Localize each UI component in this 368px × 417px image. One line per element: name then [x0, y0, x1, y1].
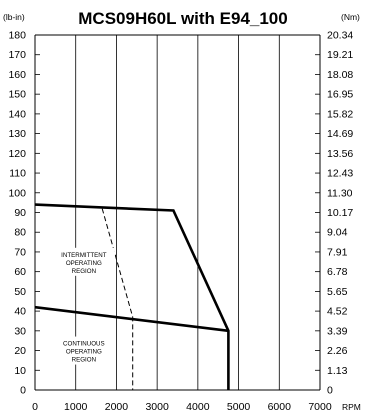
y-tick-label-right: 4.52	[327, 306, 348, 318]
x-tick-label: 2000	[105, 401, 129, 412]
x-tick-label: 3000	[145, 401, 169, 412]
y-tick-label-left: 20	[14, 345, 26, 357]
y-tick-label-left: 50	[14, 286, 26, 298]
annotation-background	[52, 336, 115, 365]
x-tick-label: 5000	[227, 401, 251, 412]
y-tick-label-left: 0	[20, 385, 26, 397]
y-tick-label-right: 2.26	[327, 345, 348, 357]
x-tick-label: 1000	[64, 401, 88, 412]
y-tick-label-right: 7.91	[327, 246, 348, 258]
torque-curve-line-1	[34, 203, 230, 390]
y-tick-label-left: 160	[8, 69, 26, 81]
grid-lines	[75, 35, 280, 390]
y-tick-label-left: 30	[14, 325, 26, 337]
annotation-background	[52, 247, 115, 276]
intermittent-region-label: INTERMITTENT	[61, 252, 107, 259]
y-tick-label-left: 100	[8, 187, 26, 199]
y-tick-label-left: 130	[8, 128, 26, 140]
chart-title: MCS09H60L with E94_100	[78, 9, 287, 28]
y-tick-label-left: 110	[9, 168, 26, 180]
x-tick-label: 6000	[268, 401, 292, 412]
torque-curve-line-2	[34, 305, 229, 333]
y-tick-label-left: 40	[14, 306, 26, 318]
dashed-boundary-line	[101, 208, 134, 390]
y-tick-label-right: 6.78	[327, 266, 348, 278]
y-tick-label-right: 14.69	[327, 128, 353, 140]
y-tick-label-right: 18.08	[327, 69, 353, 81]
y-tick-label-right: 15.82	[327, 108, 353, 120]
y-tick-label-right: 16.95	[327, 89, 353, 101]
y-tick-label-right: 5.65	[327, 286, 348, 298]
x-unit-label: RPM	[342, 402, 361, 412]
axes	[34, 34, 321, 391]
y-tick-label-left: 140	[8, 108, 26, 120]
y-tick-label-left: 60	[14, 266, 26, 278]
right-unit-label: (Nm)	[341, 12, 360, 22]
x-tick-label: 0	[32, 401, 38, 412]
continuous-region-label: REGION	[72, 357, 96, 364]
y-tick-label-left: 150	[8, 89, 26, 101]
annotations: INTERMITTENTOPERATINGREGIONCONTINUOUSOPE…	[52, 247, 115, 365]
y-tick-label-right: 3.39	[327, 325, 348, 337]
y-tick-label-right: 19.21	[327, 49, 353, 61]
y-tick-label-left: 10	[14, 365, 26, 377]
continuous-region-label: OPERATING	[66, 349, 102, 356]
series-lines	[34, 203, 230, 390]
continuous-region-label: CONTINUOUS	[63, 341, 105, 348]
y-tick-label-right: 13.56	[327, 148, 353, 160]
y-tick-label-right: 10.17	[327, 207, 353, 219]
y-tick-label-left: 90	[14, 207, 26, 219]
y-tick-label-right: 0	[327, 385, 333, 397]
intermittent-region-label: REGION	[72, 268, 96, 275]
y-tick-label-left: 180	[8, 30, 26, 42]
y-tick-label-left: 120	[8, 148, 26, 160]
y-tick-label-left: 170	[8, 49, 26, 61]
y-tick-label-left: 80	[14, 227, 26, 239]
y-tick-label-right: 1.13	[327, 365, 348, 377]
left-unit-label: (lb-in)	[3, 12, 25, 22]
y-tick-label-left: 70	[14, 246, 26, 258]
y-tick-label-right: 9.04	[327, 227, 348, 239]
x-tick-label: 7000	[308, 401, 332, 412]
y-tick-label-right: 12.43	[327, 168, 353, 180]
y-tick-label-right: 11.30	[327, 187, 353, 199]
intermittent-region-label: OPERATING	[66, 260, 102, 267]
x-tick-label: 4000	[186, 401, 210, 412]
y-tick-label-right: 20.34	[327, 30, 353, 42]
